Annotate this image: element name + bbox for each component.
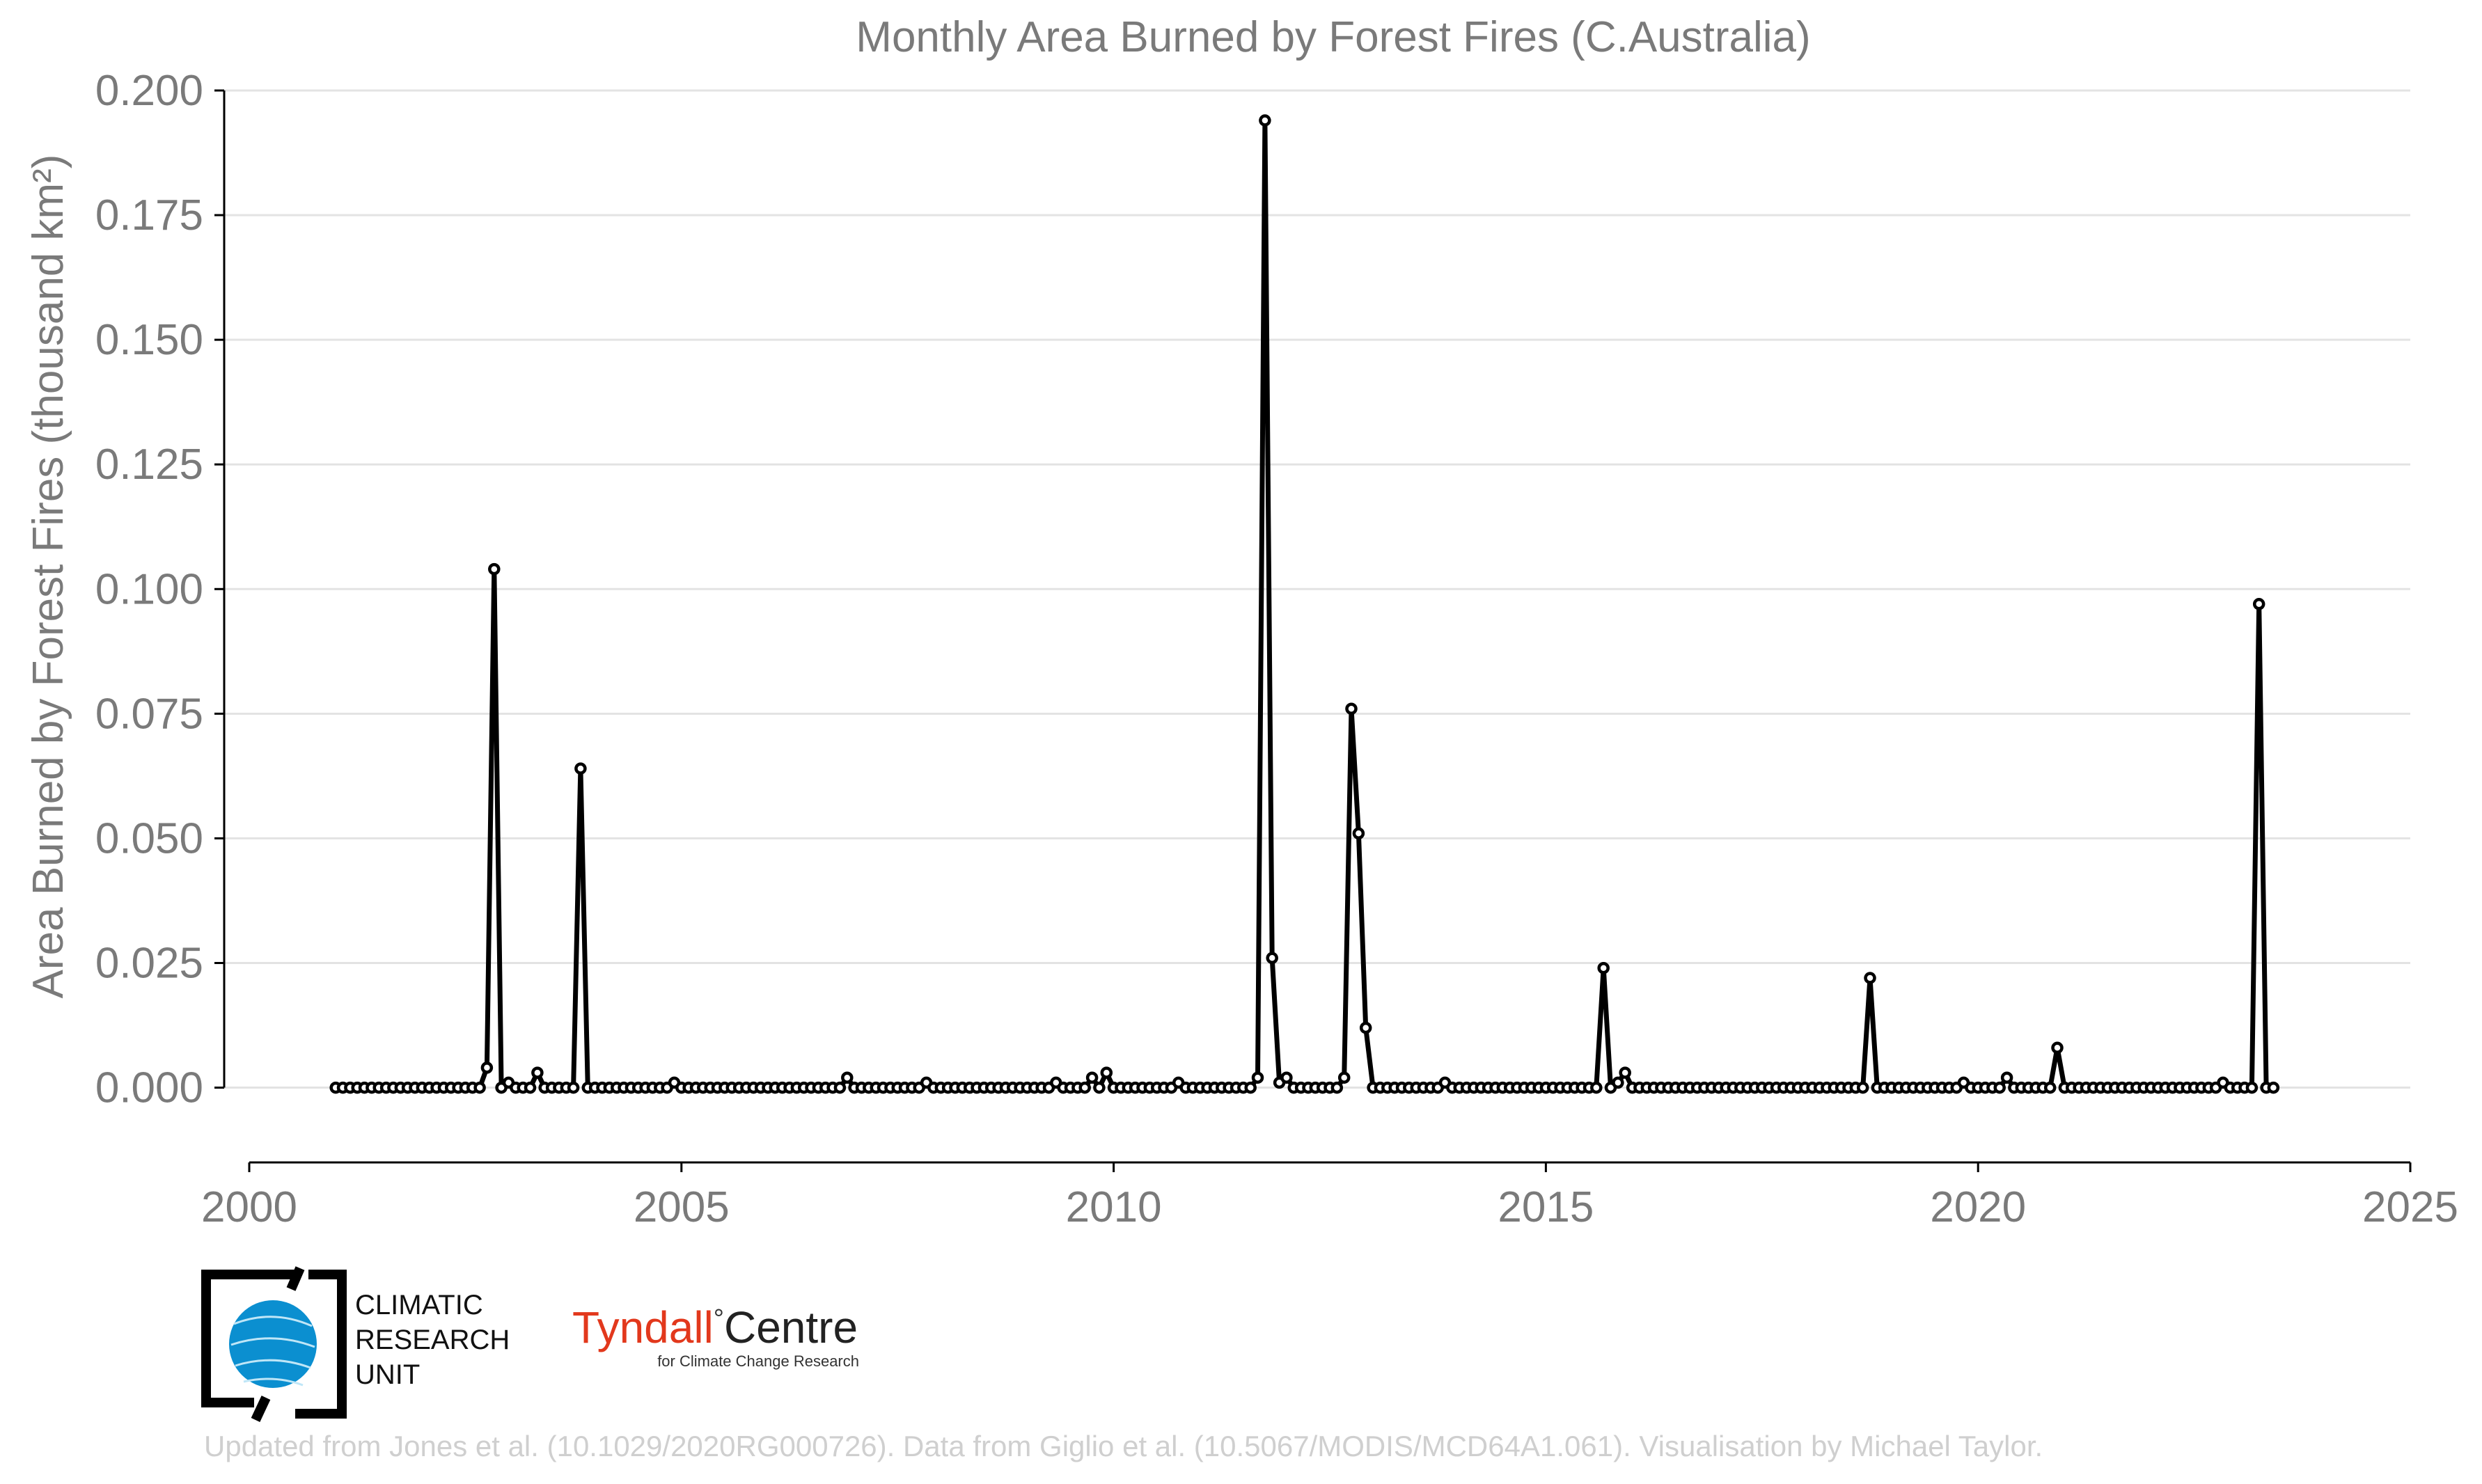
data-point xyxy=(2000,1071,2013,1084)
data-point xyxy=(1345,702,1358,715)
series-line xyxy=(336,118,2274,1091)
data-point xyxy=(1085,1071,1099,1084)
chart-title: Monthly Area Burned by Forest Fires (C.A… xyxy=(856,13,1810,61)
y-tick-label: 0.175 xyxy=(95,191,203,239)
cru-logo-line3: UNIT xyxy=(355,1359,420,1390)
data-point xyxy=(841,1071,854,1084)
data-point xyxy=(1337,1071,1351,1084)
x-tick-label: 2020 xyxy=(1930,1183,2026,1231)
y-tick-label: 0.150 xyxy=(95,316,203,364)
y-tick-label: 0.075 xyxy=(95,690,203,738)
data-point xyxy=(1597,961,1610,974)
data-point xyxy=(531,1066,544,1079)
y-axis: 0.000 0.025 0.050 0.075 0.100 0.125 0.150 0.175… xyxy=(95,67,226,1112)
data-point xyxy=(2267,1081,2280,1094)
footer-credit: Updated from Jones et al. (10.1029/2020R… xyxy=(204,1430,2043,1462)
data-point xyxy=(1864,972,1876,984)
data-point xyxy=(833,1081,847,1094)
x-tick-label: 2000 xyxy=(201,1183,297,1231)
tyndall-logo-name: Tyndall xyxy=(572,1302,714,1352)
x-tick-label: 2005 xyxy=(634,1183,730,1231)
y-axis-label: Area Burned by Forest Fires (thousand km… xyxy=(24,155,72,999)
cru-logo-line2: RESEARCH xyxy=(355,1325,510,1355)
x-tick-label: 2010 xyxy=(1066,1183,1162,1231)
data-point xyxy=(1078,1081,1091,1094)
data-point xyxy=(473,1081,486,1094)
data-point xyxy=(488,562,501,576)
y-tick-label: 0.200 xyxy=(95,67,203,115)
data-point xyxy=(1612,1076,1624,1089)
data-point xyxy=(1359,1021,1372,1034)
x-axis: 2000 2005 2010 2015 2020 2025 xyxy=(201,1161,2458,1231)
data-point xyxy=(1100,1066,1113,1079)
x-tick-label: 2025 xyxy=(2362,1183,2458,1231)
tyndall-logo-degree: ° xyxy=(714,1304,724,1334)
data-point xyxy=(1280,1071,1293,1084)
data-point xyxy=(1251,1071,1264,1084)
tyndall-logo-subtitle: for Climate Change Research xyxy=(657,1352,859,1370)
svg-text:Tyndall°Centre: Tyndall°Centre xyxy=(572,1302,858,1352)
data-point xyxy=(1993,1081,2006,1094)
globe-icon xyxy=(229,1300,317,1388)
data-point xyxy=(2252,598,2265,610)
data-point xyxy=(1259,114,1271,127)
cru-logo-line1: CLIMATIC xyxy=(355,1290,483,1320)
y-tick-label: 0.125 xyxy=(95,441,203,489)
gridlines xyxy=(224,89,2410,1089)
data-point xyxy=(574,762,587,775)
y-tick-label: 0.000 xyxy=(95,1064,203,1112)
tyndall-logo-centre: Centre xyxy=(724,1302,858,1352)
data-point xyxy=(480,1061,494,1074)
x-tick-label: 2015 xyxy=(1498,1183,1594,1231)
data-point xyxy=(2245,1081,2259,1094)
data-point xyxy=(1093,1081,1106,1094)
data-point xyxy=(524,1081,537,1094)
data-point xyxy=(1330,1081,1344,1094)
y-tick-label: 0.100 xyxy=(95,565,203,613)
tyndall-logo: Tyndall°Centre for Climate Change Resear… xyxy=(572,1302,859,1370)
data-point xyxy=(1619,1066,1631,1079)
data-point xyxy=(567,1081,580,1094)
data-point xyxy=(1266,952,1278,965)
cru-logo-frame xyxy=(201,1270,347,1419)
data-point xyxy=(2043,1081,2057,1094)
y-tick-label: 0.050 xyxy=(95,814,203,862)
plot-area xyxy=(329,114,2280,1094)
data-point xyxy=(1590,1081,1603,1094)
cru-logo: CLIMATIC RESEARCH UNIT xyxy=(201,1266,510,1422)
y-tick-label: 0.025 xyxy=(95,939,203,987)
data-point xyxy=(2051,1041,2064,1055)
data-point xyxy=(1352,827,1365,840)
data-point xyxy=(1244,1081,1257,1094)
data-point xyxy=(1856,1081,1869,1094)
